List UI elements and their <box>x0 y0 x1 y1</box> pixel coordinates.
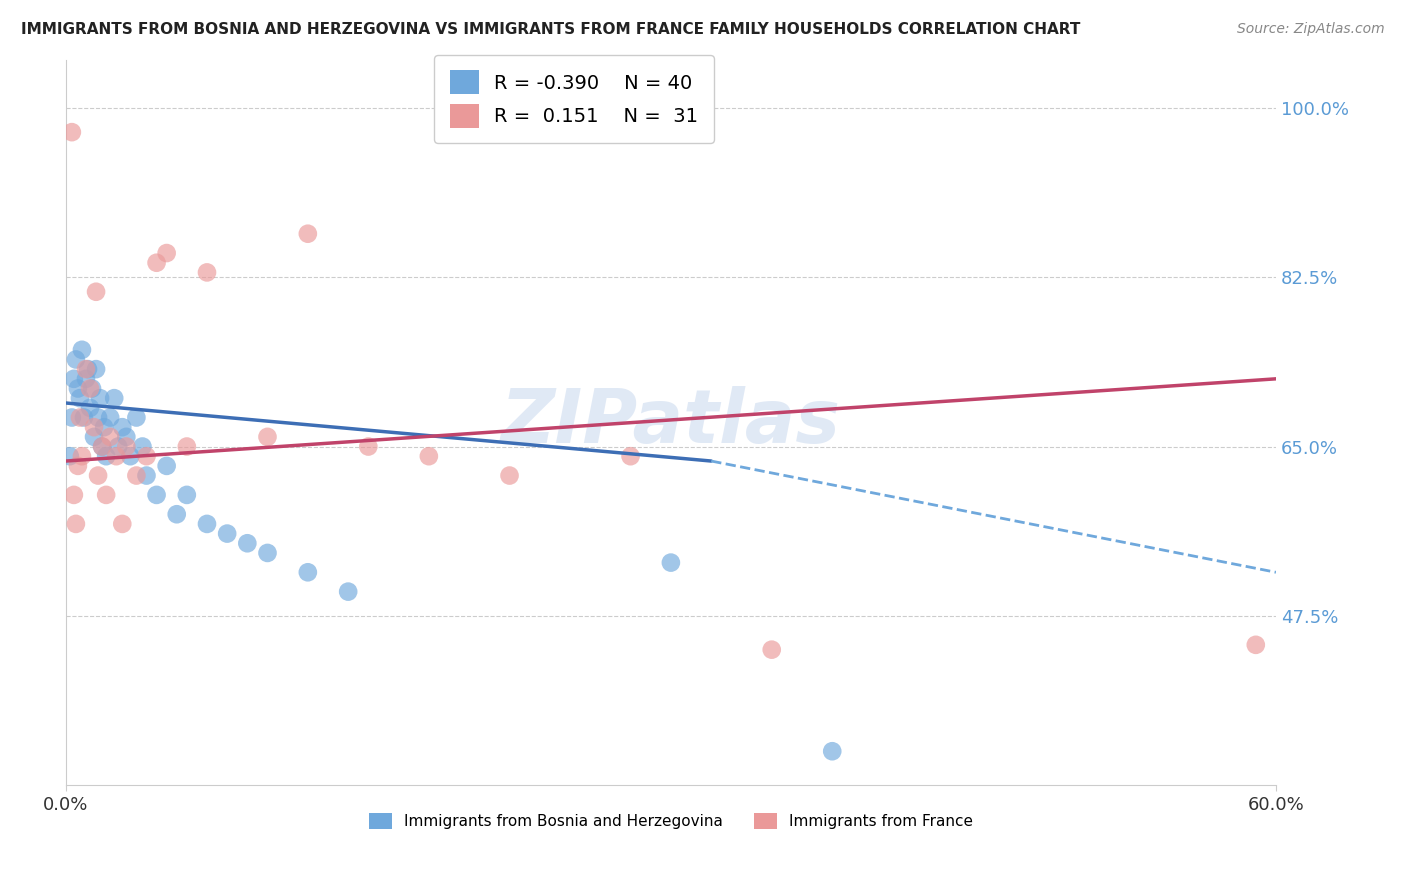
Point <box>418 449 440 463</box>
Point <box>297 227 319 241</box>
Point <box>98 410 121 425</box>
Point <box>63 372 86 386</box>
Point <box>256 430 278 444</box>
Point <box>115 430 138 444</box>
Point <box>69 391 91 405</box>
Point <box>94 488 117 502</box>
Point <box>156 458 179 473</box>
Point <box>75 372 97 386</box>
Point <box>94 449 117 463</box>
Point <box>69 410 91 425</box>
Point <box>60 125 83 139</box>
Point <box>195 516 218 531</box>
Point <box>87 410 110 425</box>
Point <box>297 566 319 580</box>
Point <box>91 440 114 454</box>
Point <box>256 546 278 560</box>
Point <box>145 488 167 502</box>
Point <box>89 391 111 405</box>
Point <box>103 391 125 405</box>
Point <box>111 516 134 531</box>
Point <box>659 556 682 570</box>
Point <box>337 584 360 599</box>
Point <box>80 382 103 396</box>
Point <box>84 362 107 376</box>
Point <box>195 265 218 279</box>
Point <box>60 410 83 425</box>
Point <box>70 343 93 357</box>
Point <box>1244 638 1267 652</box>
Text: IMMIGRANTS FROM BOSNIA AND HERZEGOVINA VS IMMIGRANTS FROM FRANCE FAMILY HOUSEHOL: IMMIGRANTS FROM BOSNIA AND HERZEGOVINA V… <box>21 22 1080 37</box>
Point <box>66 382 89 396</box>
Point <box>166 508 188 522</box>
Point <box>98 430 121 444</box>
Point <box>236 536 259 550</box>
Point <box>83 420 105 434</box>
Point <box>73 410 96 425</box>
Point <box>619 449 641 463</box>
Point <box>75 362 97 376</box>
Point <box>65 352 87 367</box>
Point <box>176 440 198 454</box>
Point <box>107 440 129 454</box>
Point <box>93 420 115 434</box>
Point <box>761 642 783 657</box>
Point <box>79 401 101 415</box>
Point <box>84 285 107 299</box>
Point <box>217 526 239 541</box>
Point <box>66 458 89 473</box>
Point <box>115 440 138 454</box>
Legend: Immigrants from Bosnia and Herzegovina, Immigrants from France: Immigrants from Bosnia and Herzegovina, … <box>363 807 979 836</box>
Point <box>821 744 844 758</box>
Point <box>357 440 380 454</box>
Point <box>156 246 179 260</box>
Point <box>125 410 148 425</box>
Point <box>498 468 520 483</box>
Point <box>87 468 110 483</box>
Point <box>120 449 142 463</box>
Point <box>63 488 86 502</box>
Point <box>125 468 148 483</box>
Point <box>105 449 128 463</box>
Point <box>77 362 100 376</box>
Point <box>70 449 93 463</box>
Point <box>176 488 198 502</box>
Point <box>91 440 114 454</box>
Point <box>65 516 87 531</box>
Point <box>145 256 167 270</box>
Text: ZIPatlas: ZIPatlas <box>501 386 841 458</box>
Text: Source: ZipAtlas.com: Source: ZipAtlas.com <box>1237 22 1385 37</box>
Point <box>59 449 82 463</box>
Point <box>111 420 134 434</box>
Point <box>135 449 157 463</box>
Point <box>79 382 101 396</box>
Point <box>83 430 105 444</box>
Point <box>135 468 157 483</box>
Point <box>131 440 153 454</box>
